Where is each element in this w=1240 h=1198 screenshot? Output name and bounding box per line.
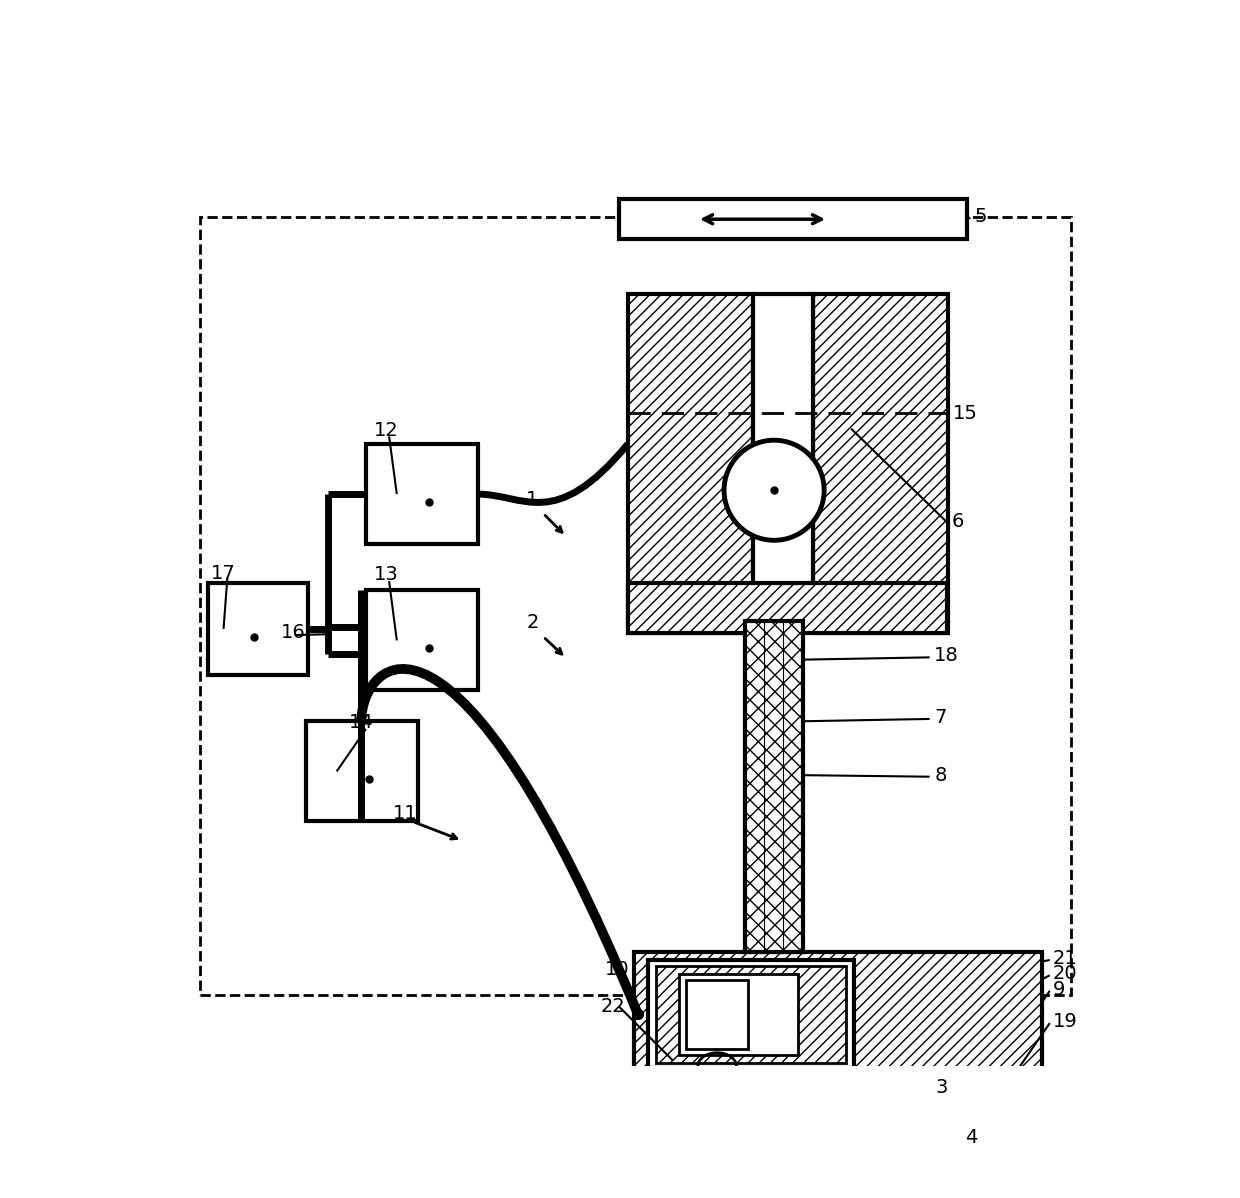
Text: 22: 22 bbox=[601, 997, 626, 1016]
Bar bbox=[656, 966, 847, 1063]
Bar bbox=[647, 960, 854, 1067]
Text: 17: 17 bbox=[211, 564, 236, 583]
Bar bbox=[366, 444, 477, 544]
Text: 4: 4 bbox=[965, 1127, 977, 1146]
Text: 8: 8 bbox=[934, 766, 946, 785]
Bar bbox=[697, 1079, 924, 1127]
Text: 15: 15 bbox=[952, 404, 977, 423]
Bar bbox=[627, 294, 753, 633]
Text: 1: 1 bbox=[526, 490, 538, 509]
Text: 16: 16 bbox=[281, 623, 306, 642]
Bar bbox=[812, 294, 949, 633]
Text: 10: 10 bbox=[605, 961, 630, 980]
Bar bbox=[201, 217, 1070, 994]
Bar bbox=[737, 1067, 810, 1084]
Bar bbox=[678, 974, 799, 1055]
Text: 19: 19 bbox=[1053, 1012, 1078, 1031]
Text: 7: 7 bbox=[934, 708, 946, 727]
Text: 9: 9 bbox=[1053, 980, 1065, 999]
Text: 3: 3 bbox=[936, 1077, 949, 1096]
Text: 21: 21 bbox=[1053, 949, 1078, 968]
Text: 14: 14 bbox=[350, 713, 373, 732]
Bar bbox=[665, 1130, 956, 1198]
Text: 11: 11 bbox=[393, 804, 418, 823]
Bar bbox=[634, 952, 1042, 1076]
Bar bbox=[306, 721, 418, 822]
Text: 6: 6 bbox=[951, 512, 963, 531]
Text: 18: 18 bbox=[934, 646, 959, 665]
Circle shape bbox=[724, 440, 825, 540]
Bar bbox=[208, 582, 309, 674]
Text: 5: 5 bbox=[975, 207, 987, 226]
Text: 2: 2 bbox=[526, 613, 538, 633]
Bar bbox=[745, 621, 802, 952]
Bar bbox=[627, 582, 947, 633]
Bar bbox=[366, 591, 477, 690]
Text: 13: 13 bbox=[373, 565, 398, 585]
Text: 12: 12 bbox=[373, 420, 398, 440]
Text: 20: 20 bbox=[1053, 964, 1078, 984]
Bar bbox=[753, 294, 812, 582]
Bar bbox=[619, 199, 967, 240]
Bar bbox=[686, 980, 748, 1049]
